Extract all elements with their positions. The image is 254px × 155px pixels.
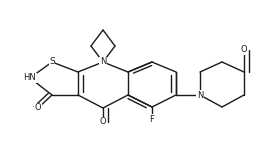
Text: O: O (240, 46, 246, 55)
Text: O: O (35, 104, 41, 113)
Text: S: S (49, 58, 55, 66)
Text: O: O (99, 117, 106, 126)
Text: N: N (196, 91, 202, 100)
Text: N: N (99, 58, 106, 66)
Text: HN: HN (24, 73, 36, 82)
Text: F: F (149, 115, 154, 124)
